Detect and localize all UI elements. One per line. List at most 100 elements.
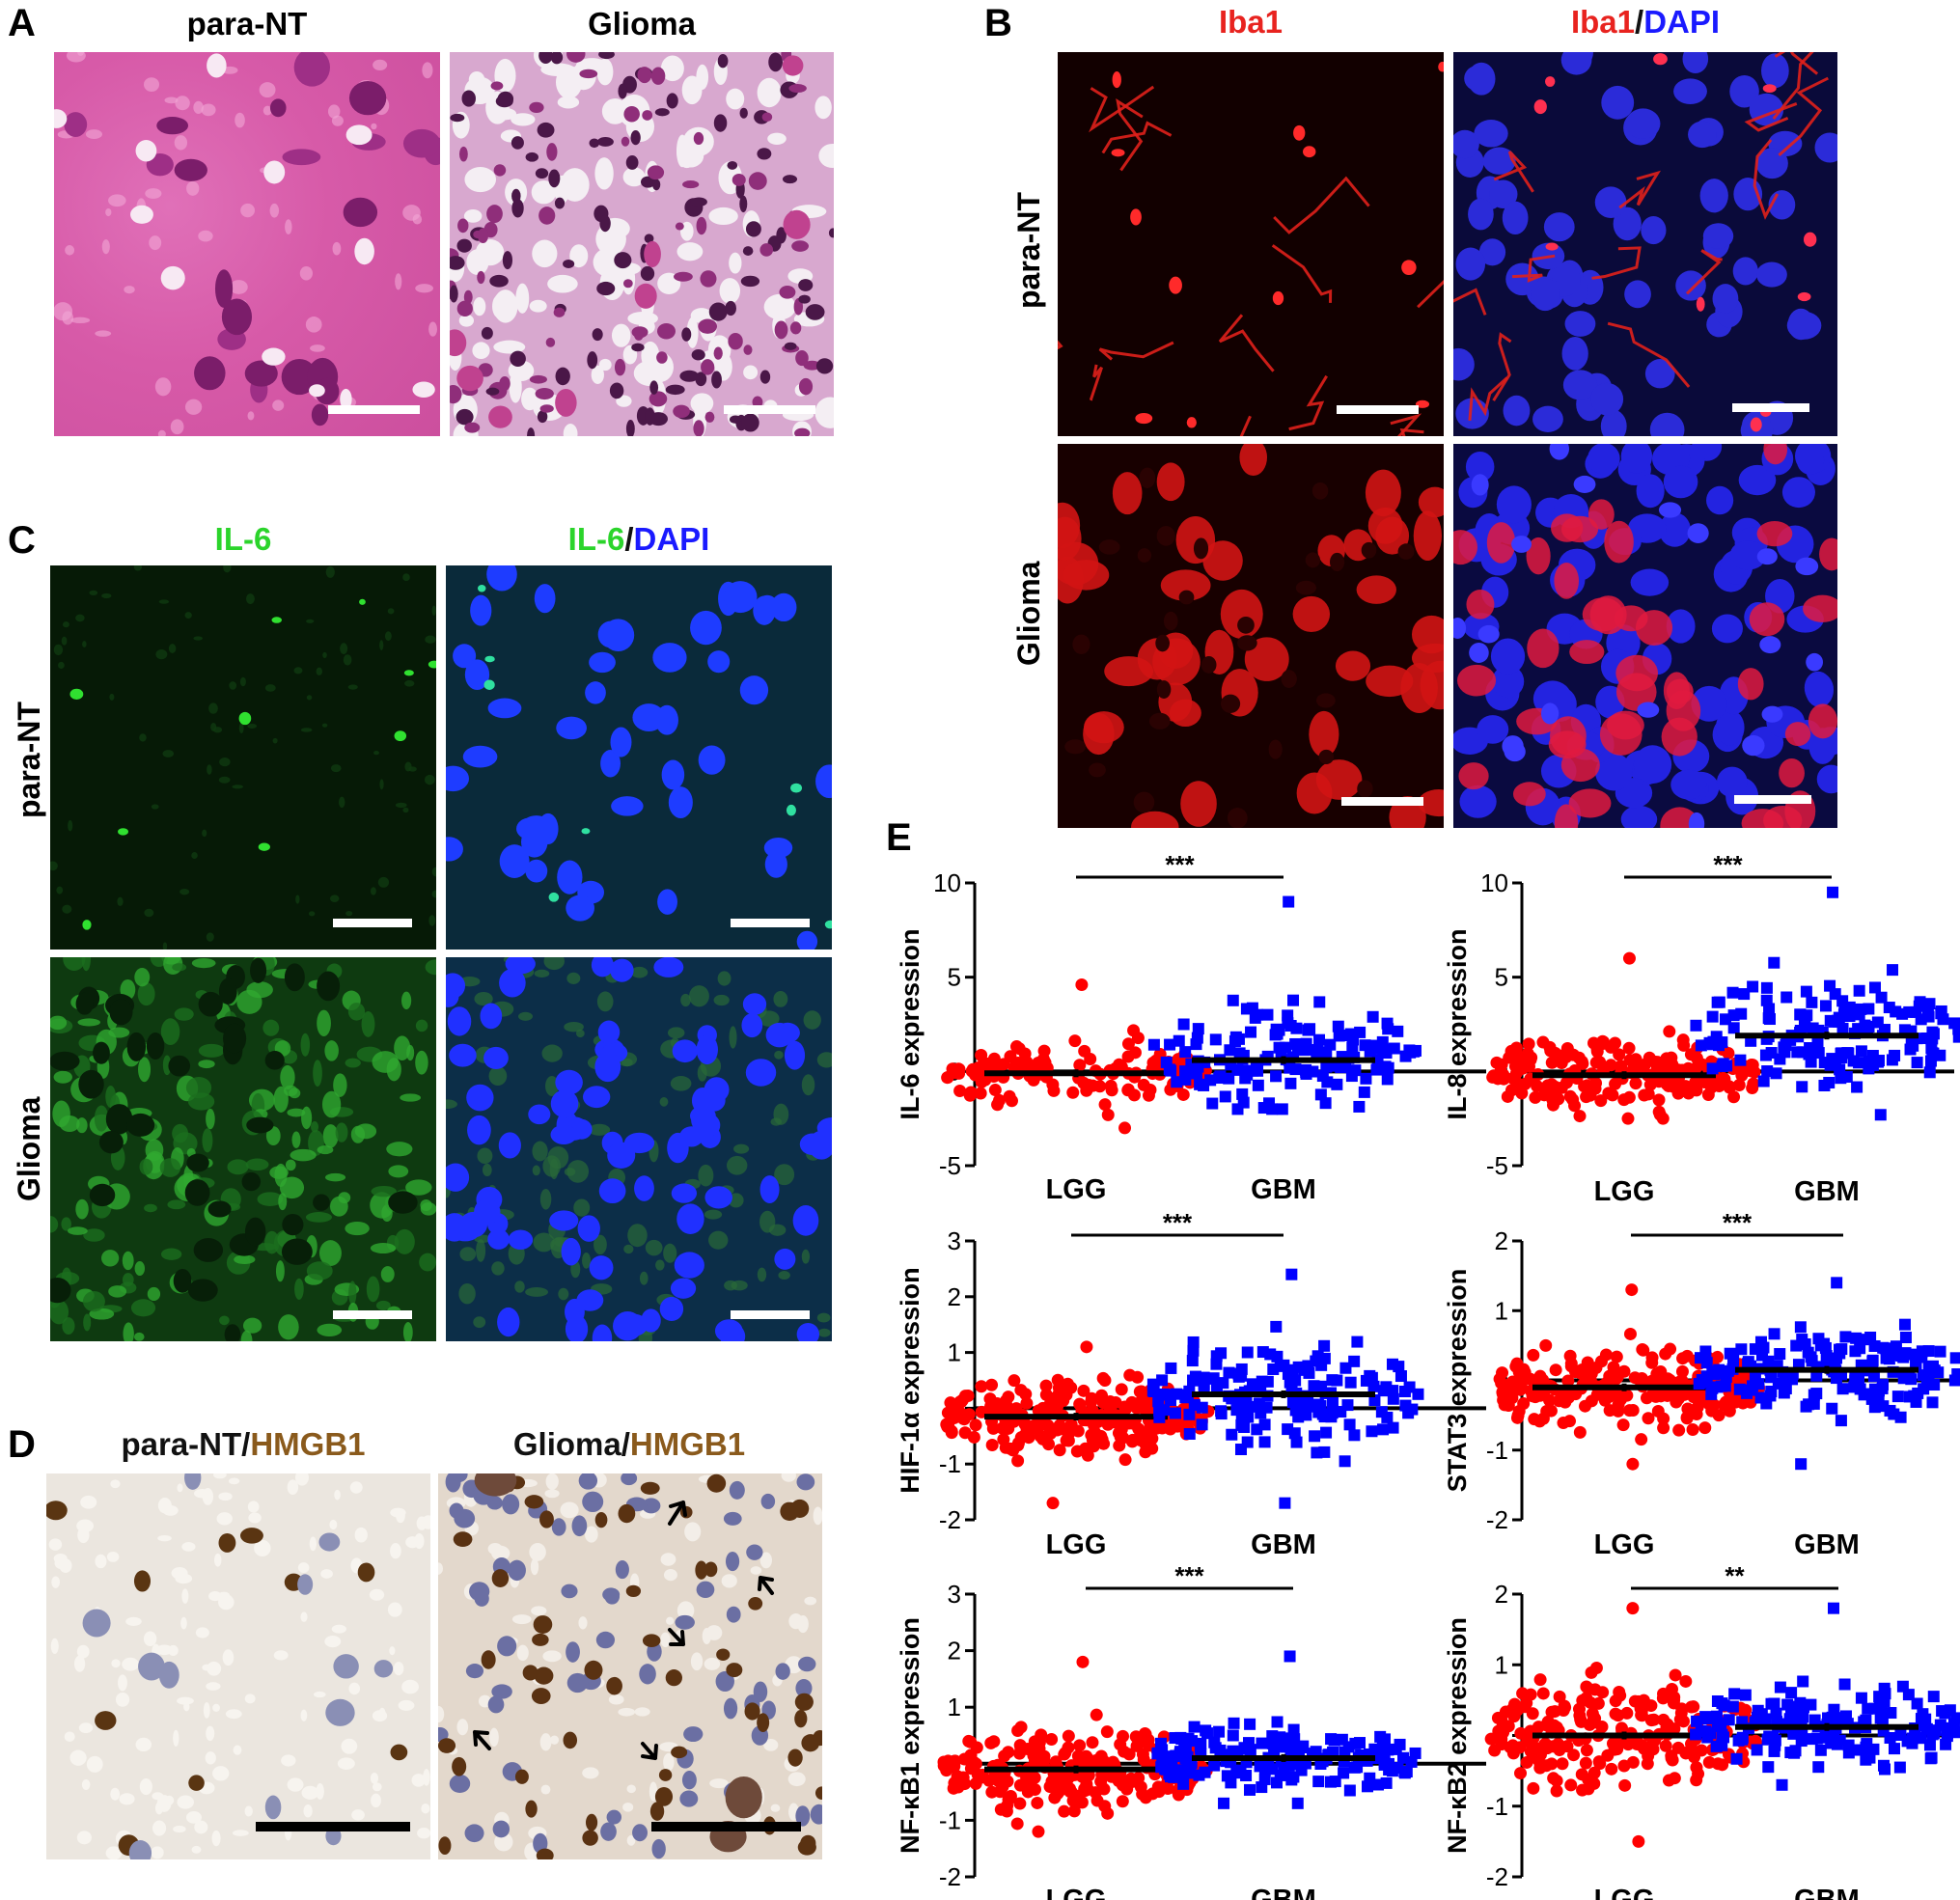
data-point	[1516, 1687, 1530, 1700]
il6-signal	[655, 1259, 665, 1271]
il6-signal	[306, 1261, 333, 1280]
data-point	[1645, 1356, 1659, 1369]
data-point	[1163, 1768, 1175, 1780]
cell-nucleus	[589, 651, 616, 674]
scale-bar	[1732, 403, 1809, 412]
data-point	[1394, 1738, 1406, 1750]
il6-signal	[174, 1007, 194, 1021]
data-point	[1545, 1056, 1559, 1069]
data-point	[1067, 1763, 1081, 1776]
data-point	[1103, 1403, 1117, 1417]
il6-signal	[361, 1011, 375, 1037]
microglia-process	[1492, 332, 1512, 401]
data-point	[1046, 1078, 1060, 1091]
data-point	[1200, 1724, 1212, 1737]
data-point	[1663, 1721, 1676, 1735]
data-point	[1075, 1796, 1089, 1809]
data-point	[1368, 1042, 1381, 1055]
data-point	[1791, 1046, 1804, 1059]
data-point	[1240, 1391, 1253, 1404]
data-point	[1093, 1080, 1107, 1093]
y-tick-label: -2	[1486, 1862, 1508, 1891]
tissue-vacuole	[139, 1778, 152, 1796]
data-point	[1907, 1039, 1919, 1052]
data-point	[1749, 1734, 1762, 1748]
panel-d-title-paraNT: para-NT/HMGB1	[50, 1426, 436, 1463]
scale-bar	[651, 1822, 801, 1831]
cell-nucleus	[711, 371, 722, 389]
data-point	[1692, 1385, 1705, 1398]
data-point	[1321, 1076, 1334, 1088]
tissue-vacuole	[763, 293, 796, 320]
data-point	[1366, 1371, 1378, 1384]
il6-signal	[482, 1163, 492, 1177]
data-point	[1763, 1013, 1776, 1026]
data-point	[1490, 1056, 1504, 1069]
data-point	[1922, 1375, 1935, 1388]
data-point	[1171, 1076, 1183, 1088]
data-point	[1687, 1732, 1700, 1746]
data-point	[1046, 1401, 1060, 1415]
data-point	[1916, 1351, 1928, 1363]
data-point	[1623, 1404, 1637, 1418]
scatter-plot: 210-1-2NF-κB2 expression**LGG GBM	[1443, 1561, 1960, 1900]
data-point	[1095, 1433, 1109, 1446]
il6-signal	[172, 963, 187, 972]
data-point	[1225, 1059, 1237, 1071]
tissue-vacuole	[202, 1487, 214, 1505]
data-point	[994, 1402, 1008, 1416]
data-point	[1157, 1730, 1171, 1744]
cell-nucleus	[795, 349, 809, 367]
il6-signal	[478, 585, 486, 592]
il6-signal	[566, 1160, 590, 1183]
data-point	[1917, 1708, 1929, 1721]
data-point	[1768, 1360, 1781, 1372]
data-point	[1878, 1024, 1891, 1036]
tissue-vacuole	[814, 96, 832, 120]
data-point	[1288, 1427, 1301, 1440]
data-point	[1801, 1009, 1813, 1022]
tissue-vacuole	[814, 397, 834, 428]
data-point	[1948, 1017, 1960, 1030]
hmgb1-image-paraNT	[46, 1473, 430, 1859]
data-point	[1034, 1756, 1047, 1770]
data-point	[1114, 1413, 1127, 1426]
tissue-vacuole	[149, 235, 162, 251]
data-point	[1284, 1739, 1297, 1751]
data-point	[1839, 1710, 1852, 1722]
tissue-vacuole	[81, 1778, 91, 1791]
data-point	[1543, 1040, 1557, 1054]
data-point	[1116, 1795, 1129, 1808]
il6-signal	[359, 598, 366, 605]
data-point	[1266, 1730, 1279, 1743]
data-point	[990, 1397, 1004, 1411]
y-tick-label: 3	[948, 1226, 961, 1255]
data-point	[1604, 1040, 1617, 1054]
data-point	[1863, 1020, 1875, 1033]
data-point	[1142, 1414, 1155, 1427]
panel-d-title-glioma: Glioma/HMGB1	[436, 1426, 822, 1463]
data-point	[1569, 1365, 1583, 1379]
il6-signal	[539, 1188, 552, 1210]
data-point	[1672, 1423, 1686, 1437]
data-point	[1138, 1726, 1151, 1740]
cell-nucleus	[105, 1104, 133, 1135]
cell-nucleus	[745, 221, 761, 237]
il6-signal	[549, 1158, 559, 1180]
microglia-cell	[1315, 759, 1363, 800]
data-point	[1717, 1058, 1729, 1070]
data-point	[1693, 1378, 1705, 1391]
tissue-vacuole	[300, 1709, 308, 1721]
microglia-process	[1778, 76, 1829, 156]
cell-nucleus	[282, 149, 321, 166]
il6-signal	[759, 1210, 776, 1233]
y-tick-label: 0	[1495, 1057, 1508, 1086]
data-point	[1361, 1780, 1373, 1793]
data-point	[1587, 1716, 1601, 1729]
data-point	[1575, 1768, 1588, 1781]
tissue-vacuole	[110, 1479, 121, 1489]
data-point	[1854, 1342, 1866, 1355]
data-point	[1810, 1732, 1823, 1745]
tissue-vacuole	[151, 1846, 164, 1859]
data-point	[1080, 1753, 1093, 1767]
